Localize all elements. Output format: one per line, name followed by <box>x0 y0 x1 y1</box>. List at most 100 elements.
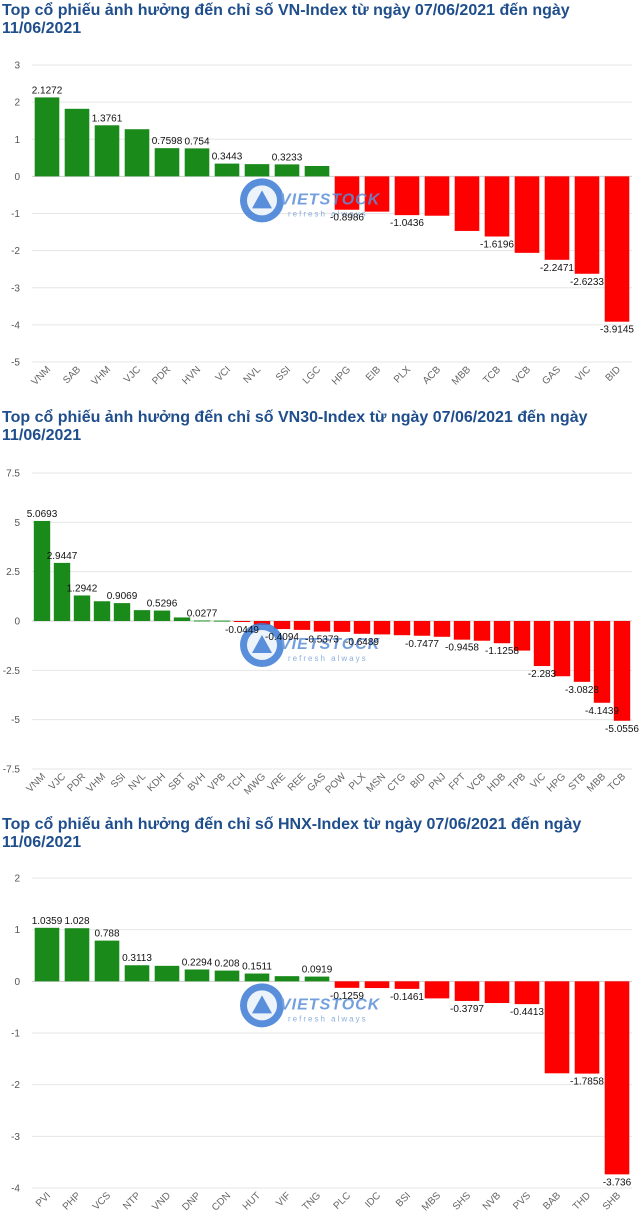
data-label: 0.9069 <box>107 591 138 602</box>
data-label: -0.4094 <box>265 632 299 643</box>
x-tick-label: REE <box>286 771 309 794</box>
y-tick-label: -2 <box>11 246 20 257</box>
data-label: 1.0359 <box>32 916 63 927</box>
y-tick-label: 7.5 <box>6 469 20 480</box>
data-label: 0.788 <box>94 929 119 940</box>
bar-stb <box>573 621 591 682</box>
x-tick-label: SBT <box>167 771 189 793</box>
bar-eib <box>364 176 390 212</box>
data-label: 0.2294 <box>182 957 213 968</box>
x-tick-label: PVI <box>34 1190 53 1209</box>
bar-pnj <box>433 621 451 637</box>
bar-vcs <box>94 940 120 982</box>
x-tick-label: BID <box>604 364 624 384</box>
logo-arrow <box>252 635 272 653</box>
data-label: 0.208 <box>214 959 239 970</box>
bar-sab <box>64 108 90 177</box>
data-label: 0.3443 <box>212 152 243 163</box>
bar-pvi <box>34 927 60 982</box>
bar-hdb <box>493 621 511 644</box>
bar-fpt <box>453 621 471 640</box>
x-tick-label: BSI <box>394 1190 413 1209</box>
y-tick-label: -2.5 <box>3 666 21 677</box>
bar-mbs <box>424 981 450 999</box>
bar-shs <box>454 981 480 1001</box>
bar-gas <box>313 621 331 632</box>
x-tick-label: STB <box>567 771 589 793</box>
bar-pow <box>333 621 351 632</box>
x-tick-label: CTG <box>385 771 408 794</box>
bar-ctg <box>393 621 411 636</box>
x-tick-label: PLC <box>332 1190 354 1212</box>
x-tick-label: NVL <box>127 771 149 793</box>
x-tick-label: TNG <box>300 1190 323 1213</box>
y-tick-label: 5 <box>14 518 20 529</box>
bar-mwg <box>253 621 271 625</box>
data-label: -0.4413 <box>510 1007 544 1018</box>
x-tick-label: PNJ <box>427 771 448 792</box>
bar-vre <box>273 621 291 630</box>
x-tick-label: SAB <box>61 364 83 386</box>
x-tick-label: FPT <box>447 771 468 792</box>
x-tick-label: EIB <box>364 364 383 383</box>
bar-plx <box>353 621 371 634</box>
bar-pdr <box>73 595 91 621</box>
chart-panel-vn30index: Top cổ phiếu ảnh hưởng đến chỉ số VN30-I… <box>0 409 640 813</box>
y-tick-label: -5 <box>11 715 20 726</box>
x-tick-label: SHB <box>601 1190 624 1213</box>
bar-kdh <box>153 610 171 621</box>
x-tick-label: VCI <box>214 364 234 384</box>
x-tick-label: MBS <box>420 1190 443 1213</box>
bar-nvl <box>244 164 270 177</box>
bar-hpg <box>553 621 571 677</box>
bar-ssi <box>113 603 131 621</box>
x-tick-label: THD <box>571 1190 593 1212</box>
chart-title: Top cổ phiếu ảnh hưởng đến chỉ số VN-Ind… <box>2 2 570 37</box>
x-tick-label: MBB <box>585 771 608 794</box>
bar-plc <box>334 981 360 988</box>
bar-tch <box>233 621 251 622</box>
x-tick-label: MWG <box>242 771 268 797</box>
logo-arrow <box>252 190 272 209</box>
data-label: -0.6489 <box>345 637 379 648</box>
data-label: 0.5296 <box>147 599 178 610</box>
bar-lgc <box>304 165 330 177</box>
data-label: -4.1439 <box>585 706 619 717</box>
data-label: -5.0556 <box>605 724 639 735</box>
data-label: -3.736 <box>603 1177 632 1188</box>
logo-arrow <box>252 995 272 1014</box>
y-tick-label: -4 <box>11 320 20 331</box>
bar-vcb <box>473 621 491 641</box>
x-tick-label: IDC <box>363 1190 383 1210</box>
x-tick-label: VND <box>150 1190 173 1213</box>
bar-sbt <box>173 617 191 621</box>
watermark-brand: VIETSTOCK <box>280 996 381 1013</box>
bar-vic <box>574 176 600 274</box>
bar-gas <box>544 176 570 260</box>
data-label: -0.1259 <box>330 991 364 1002</box>
watermark-tagline: refresh always <box>288 654 368 663</box>
x-tick-label: VHM <box>85 771 109 795</box>
chart-title: Top cổ phiếu ảnh hưởng đến chỉ số HNX-In… <box>2 816 582 851</box>
data-label: -0.7477 <box>405 639 439 650</box>
x-tick-label: HPG <box>545 771 568 794</box>
data-label: 0.3113 <box>122 953 152 964</box>
bar-shb <box>604 981 630 1175</box>
data-label: 0.754 <box>184 136 209 147</box>
watermark-tagline: refresh always <box>288 1014 368 1023</box>
bar-vci <box>214 163 240 177</box>
bar-bid <box>413 621 431 636</box>
data-label: 0.0277 <box>187 608 218 619</box>
y-tick-label: 2 <box>14 98 20 109</box>
x-tick-label: VNM <box>25 771 49 795</box>
x-tick-label: POW <box>323 771 348 796</box>
x-tick-label: SHS <box>451 1190 474 1213</box>
x-tick-label: SSI <box>109 771 128 790</box>
x-tick-label: BVH <box>186 771 208 793</box>
data-label: 1.3761 <box>92 113 123 124</box>
y-tick-label: -3 <box>11 1132 20 1143</box>
